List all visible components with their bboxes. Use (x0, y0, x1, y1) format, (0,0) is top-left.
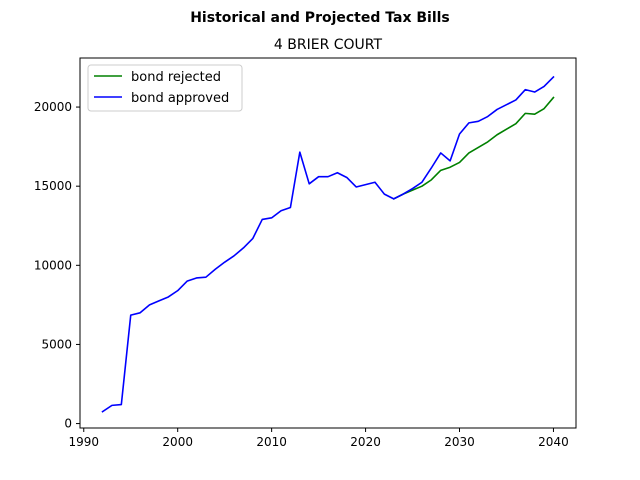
chart-title: 4 BRIER COURT (274, 37, 383, 53)
x-axis-ticks: 1990 2000 2010 2020 2030 2040 (68, 428, 569, 449)
legend: bond rejected bond approved (87, 64, 243, 112)
y-tick-label: 5000 (41, 337, 72, 351)
x-tick-label: 2040 (538, 435, 569, 449)
x-tick-label: 2010 (256, 435, 287, 449)
plot-area (101, 75, 555, 413)
x-tick-label: 1990 (68, 435, 99, 449)
x-tick-label: 2020 (350, 435, 381, 449)
x-tick-label: 2000 (162, 435, 193, 449)
y-tick-label: 15000 (34, 179, 72, 193)
chart-suptitle: Historical and Projected Tax Bills (190, 10, 450, 26)
x-tick-label: 2030 (444, 435, 475, 449)
axes-frame (79, 57, 577, 429)
y-tick-label: 10000 (34, 258, 72, 272)
y-tick-label: 0 (64, 417, 72, 431)
legend-frame (87, 64, 243, 112)
series-line-bond-approved (101, 75, 555, 413)
series-line-bond-rejected (392, 96, 555, 200)
y-axis-ticks: 0 5000 10000 15000 20000 (34, 100, 80, 431)
legend-label-bond-rejected: bond rejected (131, 70, 221, 85)
y-tick-label: 20000 (34, 100, 72, 114)
legend-label-bond-approved: bond approved (131, 91, 229, 106)
